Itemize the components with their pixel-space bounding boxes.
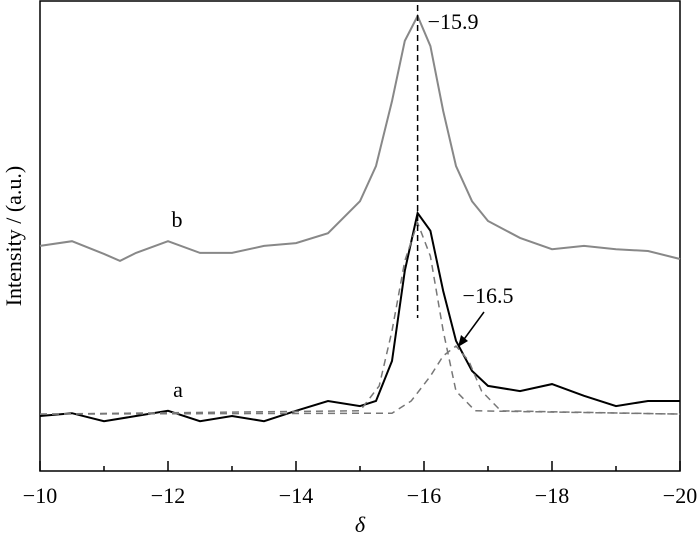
annotation: −16.5 xyxy=(463,283,514,308)
x-tick-label: −10 xyxy=(23,483,57,508)
series-line xyxy=(39,220,681,415)
x-tick-label: −16 xyxy=(407,483,441,508)
plot-frame xyxy=(39,0,681,472)
series-line xyxy=(39,344,681,415)
x-axis-label: δ xyxy=(355,512,366,537)
x-tick-label: −14 xyxy=(279,483,313,508)
series-label: b xyxy=(172,207,183,232)
y-axis-label: Intensity / (a.u.) xyxy=(1,166,26,307)
x-tick-label: −20 xyxy=(663,483,697,508)
annotation: −15.9 xyxy=(428,9,479,34)
arrow-head xyxy=(458,335,468,347)
x-tick-label: −18 xyxy=(535,483,569,508)
series-line xyxy=(39,210,680,423)
series-line xyxy=(39,13,681,263)
x-tick-label: −12 xyxy=(151,483,185,508)
annotation-arrow xyxy=(461,311,485,343)
series-label: a xyxy=(173,377,183,402)
